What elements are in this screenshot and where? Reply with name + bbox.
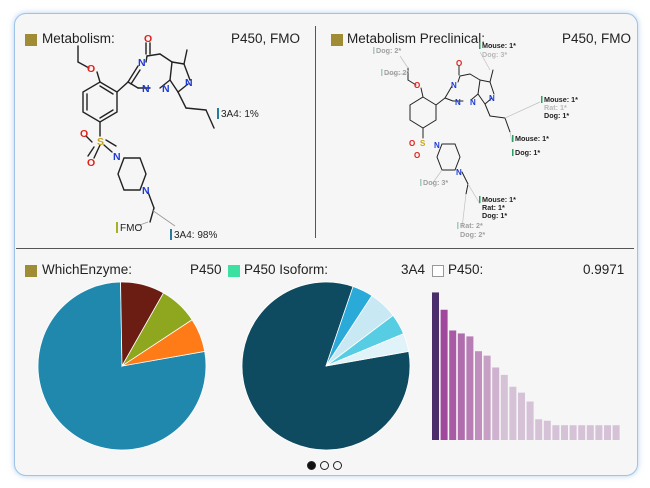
bar-20[interactable] — [595, 425, 603, 440]
label-dog2-b: Dog: 2* — [384, 68, 409, 77]
bar-9[interactable] — [500, 374, 508, 440]
bar-3[interactable] — [449, 330, 457, 440]
svg-text:O: O — [414, 151, 420, 160]
isoform-label: P450 Isoform: — [244, 262, 329, 277]
bar-11[interactable] — [518, 392, 525, 440]
bar-13[interactable] — [535, 419, 543, 440]
svg-text:N: N — [434, 141, 440, 150]
page-dot-1[interactable] — [307, 461, 316, 470]
pie-slice-2c19[interactable] — [325, 333, 410, 367]
bar-18[interactable] — [578, 425, 586, 440]
svg-text:S: S — [97, 136, 104, 148]
preclinical-value: P450, FMO — [562, 31, 632, 46]
bar-1[interactable] — [432, 292, 439, 440]
bar-12[interactable] — [526, 401, 534, 440]
bar-7[interactable] — [483, 355, 491, 440]
pie-slice-p450[interactable] — [37, 281, 207, 451]
bar-17[interactable] — [569, 425, 577, 440]
label-rat-b: Rat: 1* — [482, 203, 505, 212]
bar-19[interactable] — [586, 425, 594, 440]
isoform-value: 3A4 — [401, 262, 426, 277]
svg-text:O: O — [414, 81, 420, 90]
bar-2[interactable] — [440, 309, 448, 440]
label-dog2-c: Dog: 2* — [460, 230, 485, 239]
label-mouse-r1: Mouse: 1* — [544, 95, 578, 104]
svg-text:O: O — [80, 128, 88, 140]
svg-text:N: N — [489, 94, 495, 103]
bar-6[interactable] — [475, 351, 482, 440]
bar-8[interactable] — [492, 367, 500, 440]
annotation-3a4-1: 3A4: 1% — [221, 109, 259, 120]
annotation-fmo: FMO — [120, 223, 142, 234]
svg-text:N: N — [470, 98, 476, 107]
page-dot-3[interactable] — [333, 461, 342, 470]
horizontal-divider — [16, 248, 634, 249]
bar-21[interactable] — [604, 425, 611, 440]
isoform-swatch — [228, 265, 240, 277]
bar-15[interactable] — [552, 425, 560, 440]
label-mouse-top: Mouse: 1* — [482, 41, 516, 50]
svg-text:N: N — [162, 83, 170, 95]
svg-text:N: N — [142, 83, 150, 95]
page-dot-2[interactable] — [320, 461, 329, 470]
label-dog-b: Dog: 1* — [482, 211, 507, 220]
p450-label: P450: — [448, 262, 484, 277]
label-dog3-b: Dog: 3* — [423, 178, 448, 187]
svg-text:O: O — [87, 157, 95, 169]
p450-swatch — [432, 265, 444, 277]
label-mouse-b: Mouse: 1* — [482, 195, 516, 204]
label-dog2-a: Dog: 2* — [376, 46, 401, 55]
svg-text:S: S — [420, 139, 426, 148]
svg-text:O: O — [456, 59, 462, 68]
annotation-3a4-98: 3A4: 98% — [174, 230, 217, 241]
svg-text:N: N — [142, 185, 150, 197]
metabolism-legend-swatch — [25, 34, 37, 46]
bar-5[interactable] — [466, 336, 474, 440]
svg-text:N: N — [456, 168, 462, 177]
svg-text:O: O — [409, 139, 415, 148]
metabolism-value: P450, FMO — [231, 31, 301, 46]
preclinical-legend-swatch — [331, 34, 343, 46]
svg-text:N: N — [451, 81, 457, 90]
which-enzyme-swatch — [25, 265, 37, 277]
svg-text:O: O — [144, 33, 152, 45]
bar-14[interactable] — [543, 420, 551, 440]
svg-text:N: N — [138, 57, 146, 69]
label-rat-r1: Rat: 1* — [544, 103, 567, 112]
bar-10[interactable] — [509, 386, 517, 440]
vertical-divider — [315, 26, 316, 238]
label-dog-r2: Dog: 1* — [515, 148, 540, 157]
label-mouse-r2: Mouse: 1* — [515, 134, 549, 143]
preclinical-title: Metabolism Preclinical: — [347, 31, 486, 46]
label-dog3: Dog: 3* — [482, 50, 507, 59]
bar-16[interactable] — [561, 425, 568, 440]
svg-text:N: N — [455, 98, 461, 107]
bar-22[interactable] — [612, 425, 620, 440]
pie-slice-sult[interactable] — [121, 319, 206, 367]
bar-4[interactable] — [457, 333, 465, 440]
which-enzyme-label: WhichEnzyme: — [42, 262, 133, 277]
metabolism-title: Metabolism: — [42, 31, 115, 46]
which-enzyme-value: P450 — [190, 262, 222, 277]
label-dog-r1: Dog: 1* — [544, 111, 569, 120]
svg-text:N: N — [113, 151, 121, 163]
svg-text:N: N — [185, 77, 193, 89]
p450-value: 0.9971 — [583, 262, 625, 277]
svg-text:O: O — [87, 63, 95, 75]
label-rat2: Rat: 2* — [460, 221, 483, 230]
